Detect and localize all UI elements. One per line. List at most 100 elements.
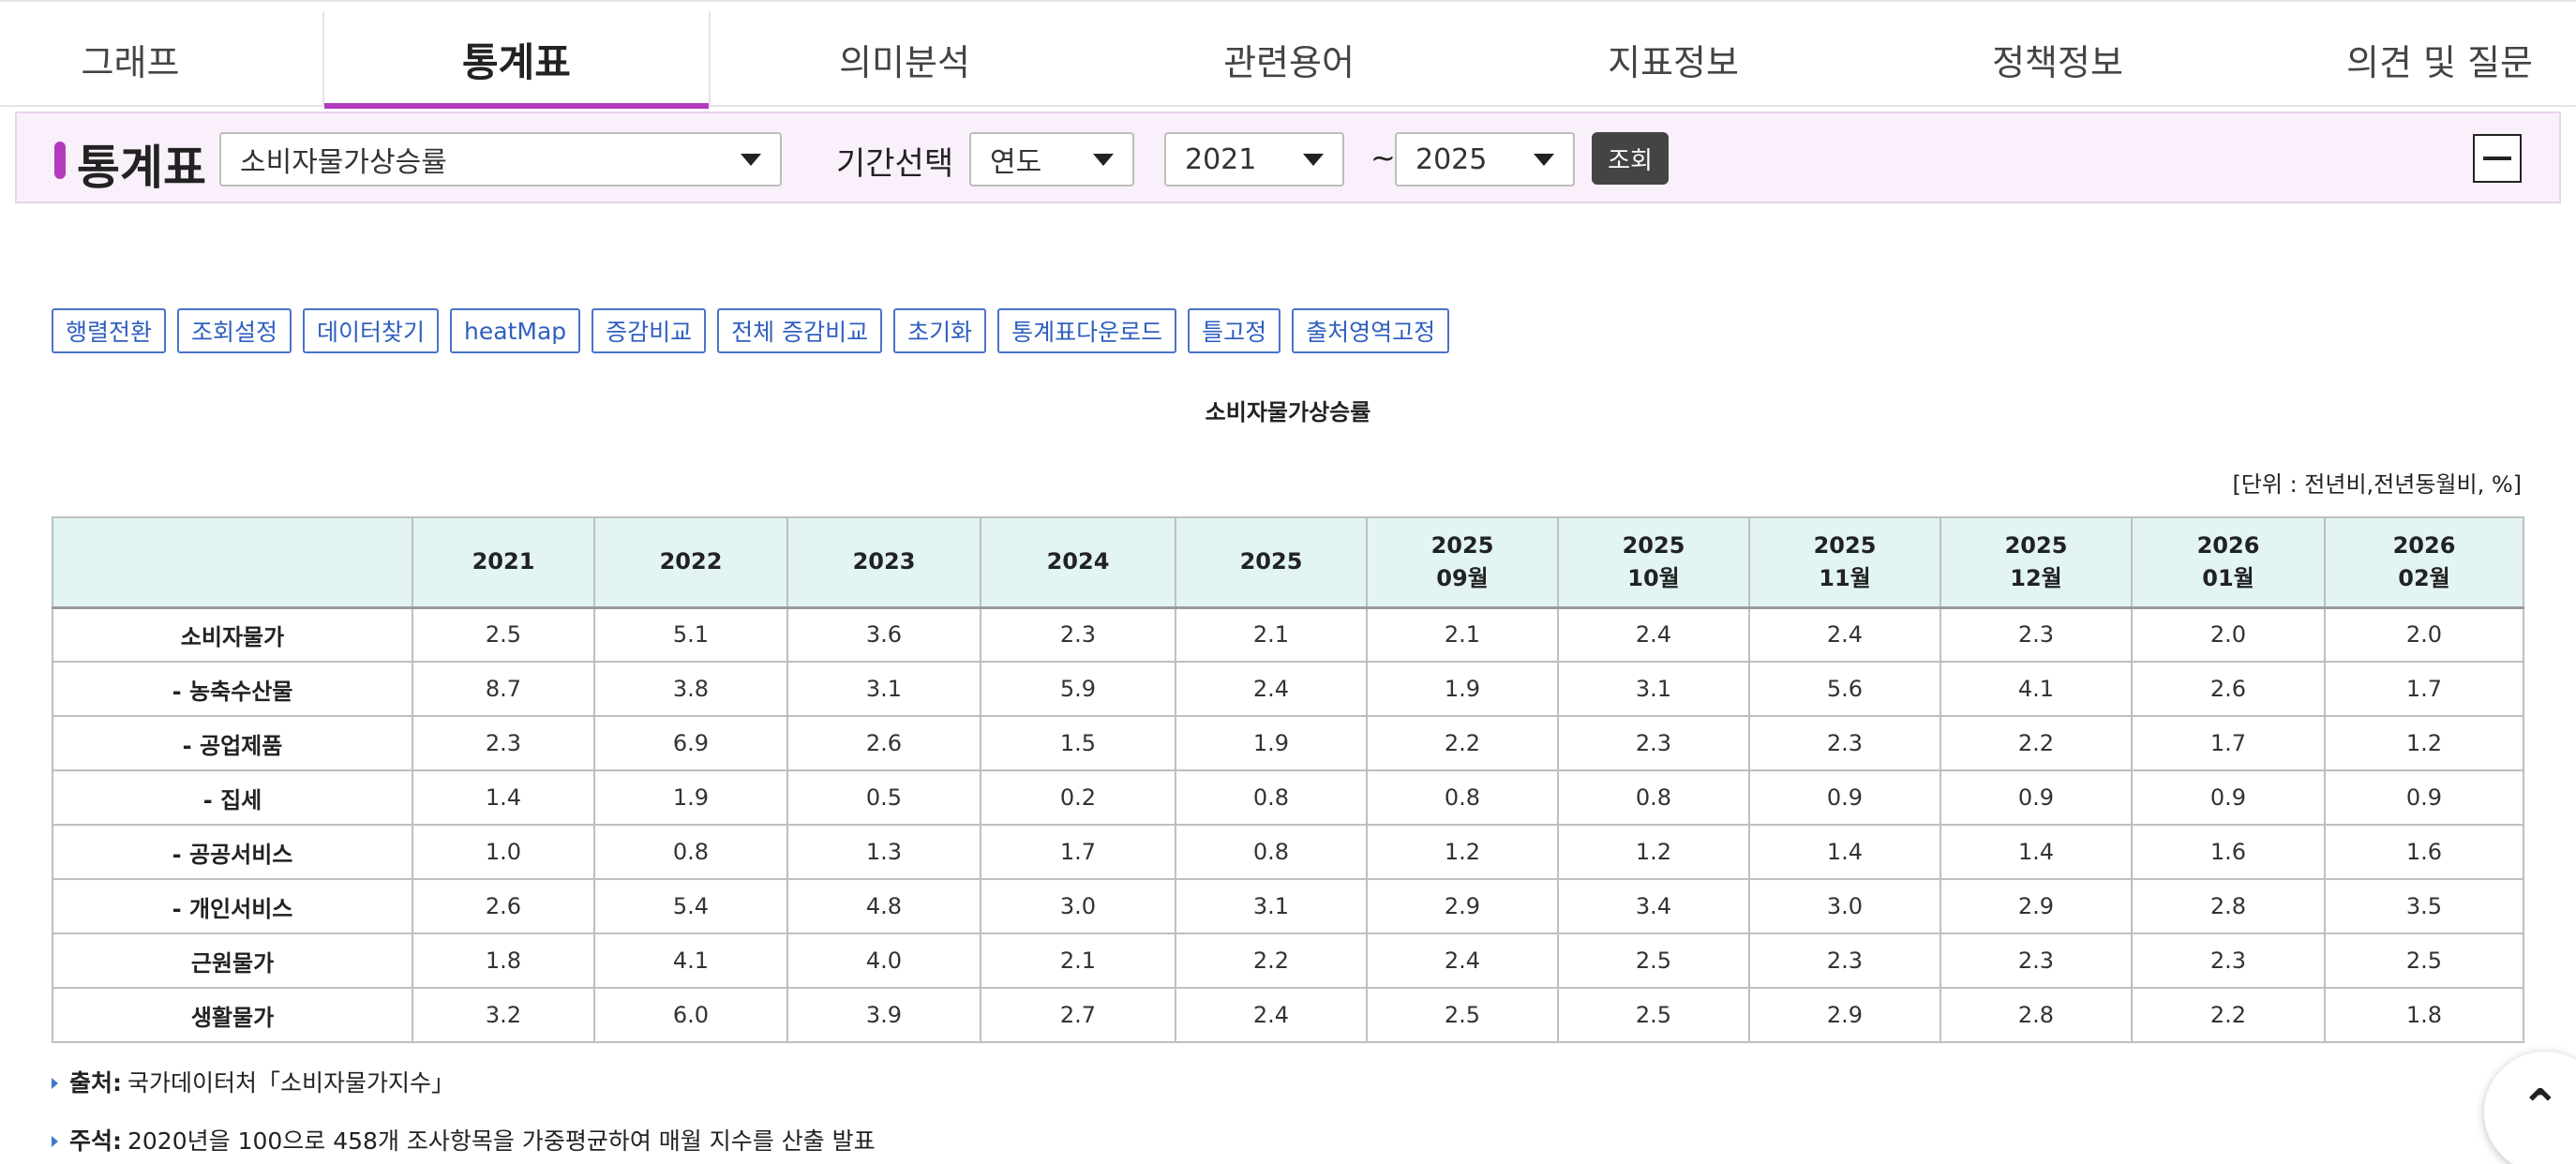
- table-cell: 0.9: [2131, 769, 2326, 826]
- tab-policy-info[interactable]: 정책정보: [1992, 41, 2123, 83]
- table-cell: 1.2: [1557, 824, 1750, 880]
- table-cell: 2.3: [1939, 933, 2133, 989]
- indicator-select[interactable]: 소비자물가상승률: [219, 132, 782, 187]
- remark-label: 주석:: [69, 1127, 122, 1155]
- table-cell: 5.1: [593, 606, 788, 663]
- table-cell: 2.5: [1557, 987, 1750, 1043]
- caret-down-icon: [1534, 154, 1554, 166]
- range-separator: ~: [1370, 140, 1396, 175]
- column-header-year: 2021: [472, 548, 535, 575]
- table-cell: 2.4: [1557, 606, 1750, 663]
- table-cell: 1.6: [2131, 824, 2326, 880]
- table-cell: 1.8: [2324, 987, 2524, 1043]
- column-header-year: 2025: [1813, 531, 1877, 559]
- reset-button[interactable]: 초기화: [893, 308, 987, 353]
- table-cell: 3.6: [786, 606, 981, 663]
- table-cell: 2.8: [2131, 878, 2326, 934]
- table-cell: 8.7: [412, 661, 595, 717]
- table-cell: 1.4: [412, 769, 595, 826]
- period-label: 기간선택: [836, 145, 954, 183]
- table-cell: 3.4: [1557, 878, 1750, 934]
- scroll-top-button[interactable]: ⌃: [2484, 1052, 2576, 1164]
- tab-bar: 그래프 통계표 의미분석 관련용어 지표정보 정책정보 의견 및 질문: [0, 0, 2576, 109]
- tab-statistics-table[interactable]: 통계표: [322, 11, 711, 109]
- unit-label: [단위 : 전년비,전년동월비, %]: [2232, 471, 2522, 498]
- table-cell: 1.2: [2324, 715, 2524, 771]
- transpose-button[interactable]: 행렬전환: [52, 308, 167, 353]
- table-cell: 0.8: [1175, 769, 1368, 826]
- table-cell: 3.2: [412, 987, 595, 1043]
- table-cell: 5.6: [1748, 661, 1941, 717]
- compare-all-change-button[interactable]: 전체 증감비교: [717, 308, 883, 353]
- tab-semantic-analysis[interactable]: 의미분석: [839, 41, 970, 83]
- period-type-value: 연도: [990, 146, 1042, 179]
- column-header-month: 12월: [2010, 564, 2062, 591]
- row-label: - 공업제품: [52, 715, 413, 771]
- column-header-year: 2025: [1430, 531, 1494, 559]
- query-settings-button[interactable]: 조회설정: [177, 308, 292, 353]
- table-cell: 2.9: [1748, 987, 1941, 1043]
- column-header-year: 2026: [2392, 531, 2456, 559]
- table-cell: 2.3: [1939, 606, 2133, 663]
- query-button[interactable]: 조회: [1592, 132, 1669, 185]
- table-cell: 4.1: [1939, 661, 2133, 717]
- minus-icon[interactable]: [2473, 134, 2522, 183]
- table-cell: 1.7: [2131, 715, 2326, 771]
- table-cell: 1.4: [1748, 824, 1941, 880]
- row-label: - 농축수산물: [52, 661, 413, 717]
- tab-graph[interactable]: 그래프: [81, 41, 180, 83]
- compare-change-button[interactable]: 증감비교: [592, 308, 707, 353]
- table-cell: 0.8: [1557, 769, 1750, 826]
- table-cell: 2.3: [2131, 933, 2326, 989]
- to-year-select[interactable]: 2025: [1395, 132, 1575, 187]
- from-year-select[interactable]: 2021: [1164, 132, 1344, 187]
- statistics-table: 2021 2022 2023 2024 2025 2025 09월 2025 10월 2025 11…: [52, 516, 2524, 1043]
- freeze-source-button[interactable]: 출처영역고정: [1292, 308, 1450, 353]
- table-row: - 공업제품 2.3 6.9 2.6 1.5 1.9 2.2 2.3 2.3 2.2 1.7 1.2: [52, 715, 2524, 771]
- tab-opinion-question[interactable]: 의견 및 질문: [2346, 41, 2533, 83]
- period-type-select[interactable]: 연도: [969, 132, 1134, 187]
- column-header: 2025 11월: [1748, 516, 1941, 609]
- table-cell: 3.0: [1748, 878, 1941, 934]
- table-cell: 1.7: [980, 824, 1176, 880]
- table-cell: 3.0: [980, 878, 1176, 934]
- table-cell: 2.5: [2324, 933, 2524, 989]
- table-cell: 2.3: [412, 715, 595, 771]
- table-cell: 2.3: [1748, 715, 1941, 771]
- table-cell: 2.7: [980, 987, 1176, 1043]
- table-cell: 4.0: [786, 933, 981, 989]
- table-cell: 2.5: [1557, 933, 1750, 989]
- find-data-button[interactable]: 데이터찾기: [303, 308, 440, 353]
- bullet-icon: [52, 1078, 58, 1089]
- table-cell: 3.1: [1175, 878, 1368, 934]
- table-cell: 2.2: [1939, 715, 2133, 771]
- table-cell: 1.0: [412, 824, 595, 880]
- column-header: 2025 10월: [1557, 516, 1750, 609]
- column-header: 2023: [786, 516, 981, 609]
- table-cell: 6.9: [593, 715, 788, 771]
- table-cell: 5.4: [593, 878, 788, 934]
- row-label: 소비자물가: [52, 606, 413, 663]
- tab-related-terms[interactable]: 관련용어: [1223, 41, 1355, 83]
- tab-indicator-info[interactable]: 지표정보: [1608, 41, 1739, 83]
- table-row: 소비자물가 2.5 5.1 3.6 2.3 2.1 2.1 2.4 2.4 2.3 2.0 2.0: [52, 606, 2524, 663]
- table-cell: 0.8: [1175, 824, 1368, 880]
- caret-down-icon: [741, 154, 761, 166]
- column-header: 2024: [980, 516, 1176, 609]
- table-cell: 2.2: [2131, 987, 2326, 1043]
- freeze-pane-button[interactable]: 틀고정: [1188, 308, 1281, 353]
- table-cell: 0.8: [1366, 769, 1559, 826]
- table-cell: 2.0: [2324, 606, 2524, 663]
- table-cell: 2.5: [1366, 987, 1559, 1043]
- download-table-button[interactable]: 통계표다운로드: [997, 308, 1177, 353]
- heatmap-button[interactable]: heatMap: [450, 308, 581, 353]
- table-cell: 2.2: [1366, 715, 1559, 771]
- remark-note: 주석: 2020년을 100으로 458개 조사항목을 가중평균하여 매월 지수…: [52, 1123, 876, 1157]
- column-header-year: 2022: [659, 548, 723, 575]
- table-cell: 1.6: [2324, 824, 2524, 880]
- table-cell: 2.2: [1175, 933, 1368, 989]
- column-header-year: 2025: [1239, 548, 1303, 575]
- table-row: - 공공서비스 1.0 0.8 1.3 1.7 0.8 1.2 1.2 1.4 1.4 1.6 1.6: [52, 824, 2524, 880]
- column-header-month: 10월: [1627, 564, 1680, 591]
- table-cell: 0.9: [1748, 769, 1941, 826]
